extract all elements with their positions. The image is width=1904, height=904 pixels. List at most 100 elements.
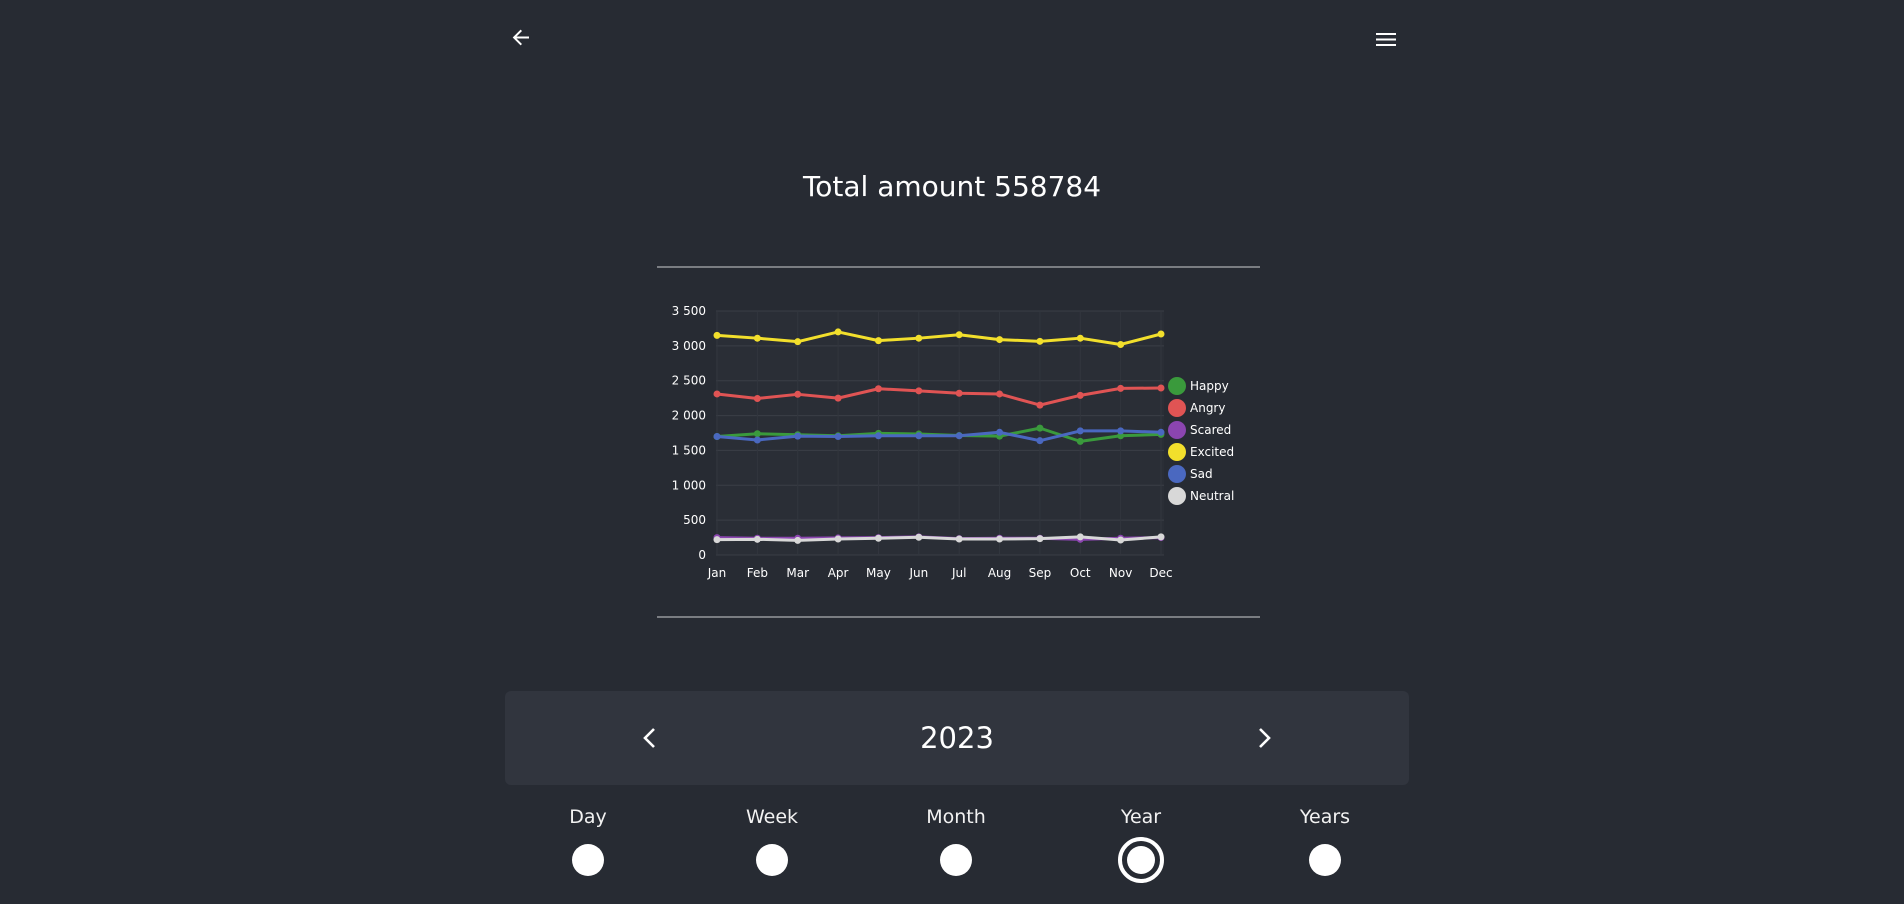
arrow-left-icon [512, 29, 529, 46]
data-point-neutral [955, 535, 963, 543]
data-point-excited [955, 331, 963, 339]
range-radio-years[interactable] [1309, 844, 1341, 876]
data-point-neutral [1076, 533, 1084, 541]
range-label-day: Day [569, 806, 607, 828]
data-point-happy [753, 430, 761, 438]
data-point-neutral [834, 535, 842, 543]
data-point-excited [834, 328, 842, 336]
data-point-happy [1076, 437, 1084, 445]
data-point-sad [834, 432, 842, 440]
legend-label-angry: Angry [1190, 401, 1225, 415]
data-point-neutral [1117, 536, 1125, 544]
menu-button[interactable] [1370, 24, 1402, 56]
data-point-sad [996, 428, 1004, 436]
x-tick-label: Nov [1109, 566, 1132, 580]
legend-swatch-happy [1168, 377, 1186, 395]
y-tick-label: 3 500 [672, 304, 706, 318]
range-radio-year[interactable] [1118, 837, 1164, 883]
data-point-sad [1076, 427, 1084, 435]
legend-label-sad: Sad [1190, 467, 1213, 481]
divider-top [657, 266, 1260, 268]
data-point-angry [1036, 401, 1044, 409]
data-point-angry [834, 394, 842, 402]
data-point-angry [794, 390, 802, 398]
data-point-angry [713, 390, 721, 398]
data-point-sad [955, 432, 963, 440]
data-point-sad [874, 432, 882, 440]
range-label-year: Year [1120, 806, 1162, 828]
data-point-angry [915, 387, 923, 395]
next-year-button[interactable] [1249, 723, 1279, 753]
hamburger-menu-icon [1376, 33, 1396, 46]
range-radio-month[interactable] [940, 844, 972, 876]
x-tick-label: Mar [786, 566, 809, 580]
series-line-sad [716, 429, 1162, 443]
data-point-excited [1157, 330, 1165, 338]
chevron-right-icon [1259, 728, 1271, 748]
y-tick-label: 1 000 [672, 478, 706, 492]
data-point-excited [794, 338, 802, 346]
data-point-neutral [1157, 533, 1165, 541]
data-point-excited [915, 334, 923, 342]
x-tick-label: Dec [1149, 566, 1172, 580]
data-point-neutral [753, 535, 761, 543]
x-tick-label: Sep [1029, 566, 1052, 580]
total-amount-title: Total amount 558784 [802, 170, 1102, 203]
legend-swatch-neutral [1168, 487, 1186, 505]
legend-label-scared: Scared [1190, 423, 1231, 437]
series-line-excited [716, 330, 1162, 346]
range-label-week: Week [745, 806, 799, 828]
y-tick-label: 3 000 [672, 339, 706, 353]
range-label-month: Month [926, 806, 986, 828]
data-point-excited [753, 334, 761, 342]
divider-bottom [657, 616, 1260, 618]
data-point-angry [1076, 391, 1084, 399]
legend-label-excited: Excited [1190, 445, 1234, 459]
x-tick-label: Oct [1070, 566, 1091, 580]
year-selector: 2023 [505, 691, 1409, 785]
range-radio-week[interactable] [756, 844, 788, 876]
range-radio-day[interactable] [572, 844, 604, 876]
data-point-excited [1036, 337, 1044, 345]
y-tick-label: 2 000 [672, 409, 706, 423]
data-point-excited [1117, 340, 1125, 348]
back-button[interactable] [505, 22, 537, 54]
plot-area [716, 311, 1164, 555]
legend-swatch-scared [1168, 421, 1186, 439]
data-point-sad [1117, 427, 1125, 435]
data-point-angry [1117, 384, 1125, 392]
legend-swatch-angry [1168, 399, 1186, 417]
data-point-sad [915, 432, 923, 440]
data-point-neutral [915, 533, 923, 541]
data-point-excited [874, 337, 882, 345]
x-tick-label: Apr [828, 566, 849, 580]
year-label: 2023 [920, 721, 994, 755]
data-point-neutral [874, 534, 882, 542]
data-point-neutral [1036, 535, 1044, 543]
legend-swatch-excited [1168, 443, 1186, 461]
x-tick-label: May [866, 566, 891, 580]
data-point-sad [753, 436, 761, 444]
data-point-angry [1157, 384, 1165, 392]
data-point-angry [996, 390, 1004, 398]
previous-year-button[interactable] [635, 723, 665, 753]
legend-swatch-sad [1168, 465, 1186, 483]
data-point-neutral [996, 535, 1004, 543]
y-tick-label: 0 [698, 548, 706, 562]
data-point-sad [1157, 428, 1165, 436]
data-point-excited [1076, 334, 1084, 342]
range-label-years: Years [1299, 806, 1351, 828]
data-point-angry [955, 389, 963, 397]
data-point-excited [713, 331, 721, 339]
x-tick-label: Jul [951, 566, 966, 580]
data-point-neutral [713, 536, 721, 544]
x-tick-label: Aug [988, 566, 1011, 580]
legend-label-neutral: Neutral [1190, 489, 1234, 503]
x-tick-label: Feb [747, 566, 768, 580]
y-tick-label: 2 500 [672, 374, 706, 388]
emotion-line-chart: 0 500 1 000 1 500 2 000 2 500 3 000 3 500 Jan Feb… [672, 304, 1235, 580]
y-tick-label: 500 [683, 513, 706, 527]
data-point-sad [713, 432, 721, 440]
x-tick-label: Jun [908, 566, 928, 580]
legend-label-happy: Happy [1190, 379, 1229, 393]
